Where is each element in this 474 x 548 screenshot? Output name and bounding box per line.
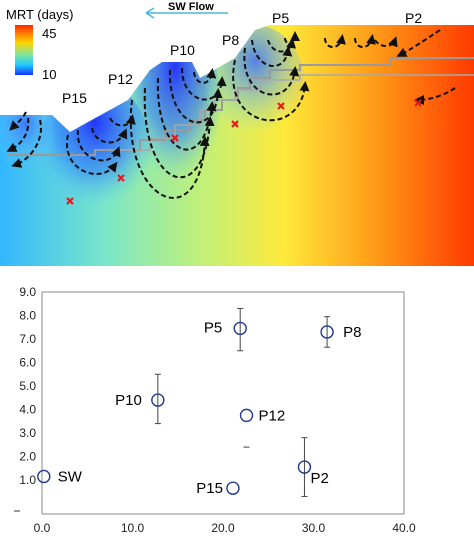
data-point-p15 xyxy=(226,481,240,495)
colorbar: MRT (days) 45 10 xyxy=(6,7,73,82)
flow-paths xyxy=(6,29,456,199)
y-tick-label: 9.0 xyxy=(19,285,36,299)
colorbar-max: 45 xyxy=(42,26,56,41)
mrt-cross-section: MRT (days) 45 10 SW Flow P15 P12 P10 P8 … xyxy=(0,1,474,266)
well-label-p15: P15 xyxy=(62,90,87,106)
data-point-p2 xyxy=(297,460,312,474)
colorbar-title: MRT (days) xyxy=(6,7,73,22)
point-label-p12: P12 xyxy=(259,407,286,424)
y-tick-label: 3.0 xyxy=(19,426,36,440)
well-label-p8: P8 xyxy=(222,32,239,48)
y-tick-label: 6.0 xyxy=(19,356,36,370)
point-labels: SW P10 P5 P12 P15 P2 P8 xyxy=(58,319,362,497)
water-table-line xyxy=(8,57,474,156)
point-label-p10: P10 xyxy=(115,392,142,409)
y-axis: 1.0 2.0 3.0 4.0 5.0 6.0 7.0 8.0 9.0 xyxy=(14,285,36,512)
x-axis: 0.0 10.0 20.0 30.0 40.0 xyxy=(34,521,416,535)
y-tick-label: 2.0 xyxy=(19,450,36,464)
well-labels: P15 P12 P10 P8 P5 P2 xyxy=(62,10,422,106)
well-label-p10: P10 xyxy=(170,42,195,58)
well-label-p5: P5 xyxy=(272,10,289,26)
x-tick-label: 30.0 xyxy=(302,521,326,535)
data-point-sw xyxy=(37,469,51,484)
point-label-p2: P2 xyxy=(310,470,328,487)
plot-area xyxy=(41,291,405,515)
error-bars xyxy=(154,307,331,497)
data-point-p12 xyxy=(239,408,254,423)
data-points xyxy=(37,321,334,495)
flow-label: SW Flow xyxy=(168,1,214,13)
y-tick-label: 4.0 xyxy=(19,403,36,417)
well-label-p12: P12 xyxy=(108,71,133,87)
data-point-p8 xyxy=(320,325,334,339)
colorbar-min: 10 xyxy=(42,67,56,82)
x-tick-label: 0.0 xyxy=(34,521,51,535)
y-tick-label: 1.0 xyxy=(19,473,36,487)
point-label-sw: SW xyxy=(58,468,83,485)
y-tick-label: 5.0 xyxy=(19,379,36,393)
well-label-p2: P2 xyxy=(405,10,422,26)
point-label-p15: P15 xyxy=(196,480,223,497)
y-tick-label: 7.0 xyxy=(19,332,36,346)
x-tick-label: 20.0 xyxy=(211,521,235,535)
x-tick-label: 40.0 xyxy=(392,521,416,535)
data-point-p5 xyxy=(233,321,247,336)
x-tick-label: 10.0 xyxy=(121,521,145,535)
sample-markers xyxy=(66,99,422,205)
flow-indicator: SW Flow xyxy=(145,1,228,19)
mrt-scatter-chart: 1.0 2.0 3.0 4.0 5.0 6.0 7.0 8.0 9.0 0.0 10.0 20.0 3… xyxy=(14,285,416,535)
point-label-p8: P8 xyxy=(343,324,361,341)
data-point-p10 xyxy=(151,393,165,407)
point-label-p5: P5 xyxy=(204,319,222,336)
y-tick-label: 8.0 xyxy=(19,309,36,323)
